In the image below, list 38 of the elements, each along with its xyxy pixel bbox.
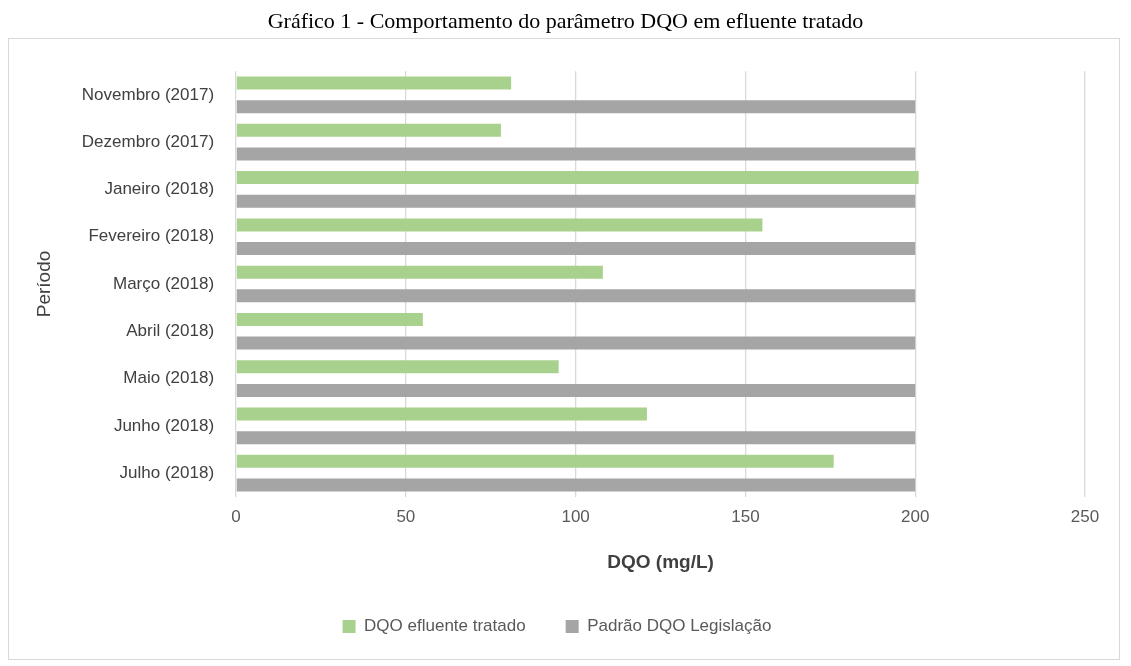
x-tick-label: 100 <box>561 506 590 526</box>
bar <box>236 431 916 445</box>
x-tick-label: 0 <box>231 506 241 526</box>
y-tick-label: Dezembro (2017) <box>81 131 215 151</box>
bar <box>236 242 916 256</box>
bar <box>236 336 916 350</box>
bar <box>236 147 916 161</box>
bar <box>236 454 834 468</box>
y-tick-label: Janeiro (2018) <box>104 179 215 199</box>
bar <box>236 265 603 279</box>
legend-label: DQO efluente tratado <box>364 616 526 636</box>
y-tick-label: Novembro (2017) <box>81 84 215 104</box>
bar <box>236 100 916 114</box>
bar <box>236 407 647 421</box>
bar <box>236 123 501 137</box>
legend-label: Padrão DQO Legislação <box>587 616 772 636</box>
y-tick-label: Fevereiro (2018) <box>88 226 215 246</box>
y-axis-title: Período <box>32 250 54 318</box>
bar <box>236 383 916 397</box>
x-tick-label: 150 <box>731 506 760 526</box>
chart-title: Gráfico 1 - Comportamento do parâmetro DQO em efluente tratado <box>266 8 865 34</box>
bar <box>236 218 763 232</box>
bar <box>236 194 916 208</box>
x-axis-title: DQO (mg/L) <box>607 550 714 572</box>
bar <box>236 289 916 303</box>
y-tick-label: Maio (2018) <box>123 368 215 388</box>
x-tick-label: 250 <box>1070 506 1100 526</box>
bar <box>236 478 916 492</box>
x-tick-label: 50 <box>396 506 416 526</box>
bar <box>236 312 423 326</box>
y-tick-label: Abril (2018) <box>126 320 215 340</box>
y-tick-label: Julho (2018) <box>119 462 215 482</box>
y-tick-label: Junho (2018) <box>113 415 215 435</box>
x-tick-label: 200 <box>901 506 930 526</box>
y-tick-label: Março (2018) <box>112 273 215 293</box>
bar <box>236 76 512 90</box>
bar <box>236 360 559 374</box>
bar <box>236 171 919 185</box>
